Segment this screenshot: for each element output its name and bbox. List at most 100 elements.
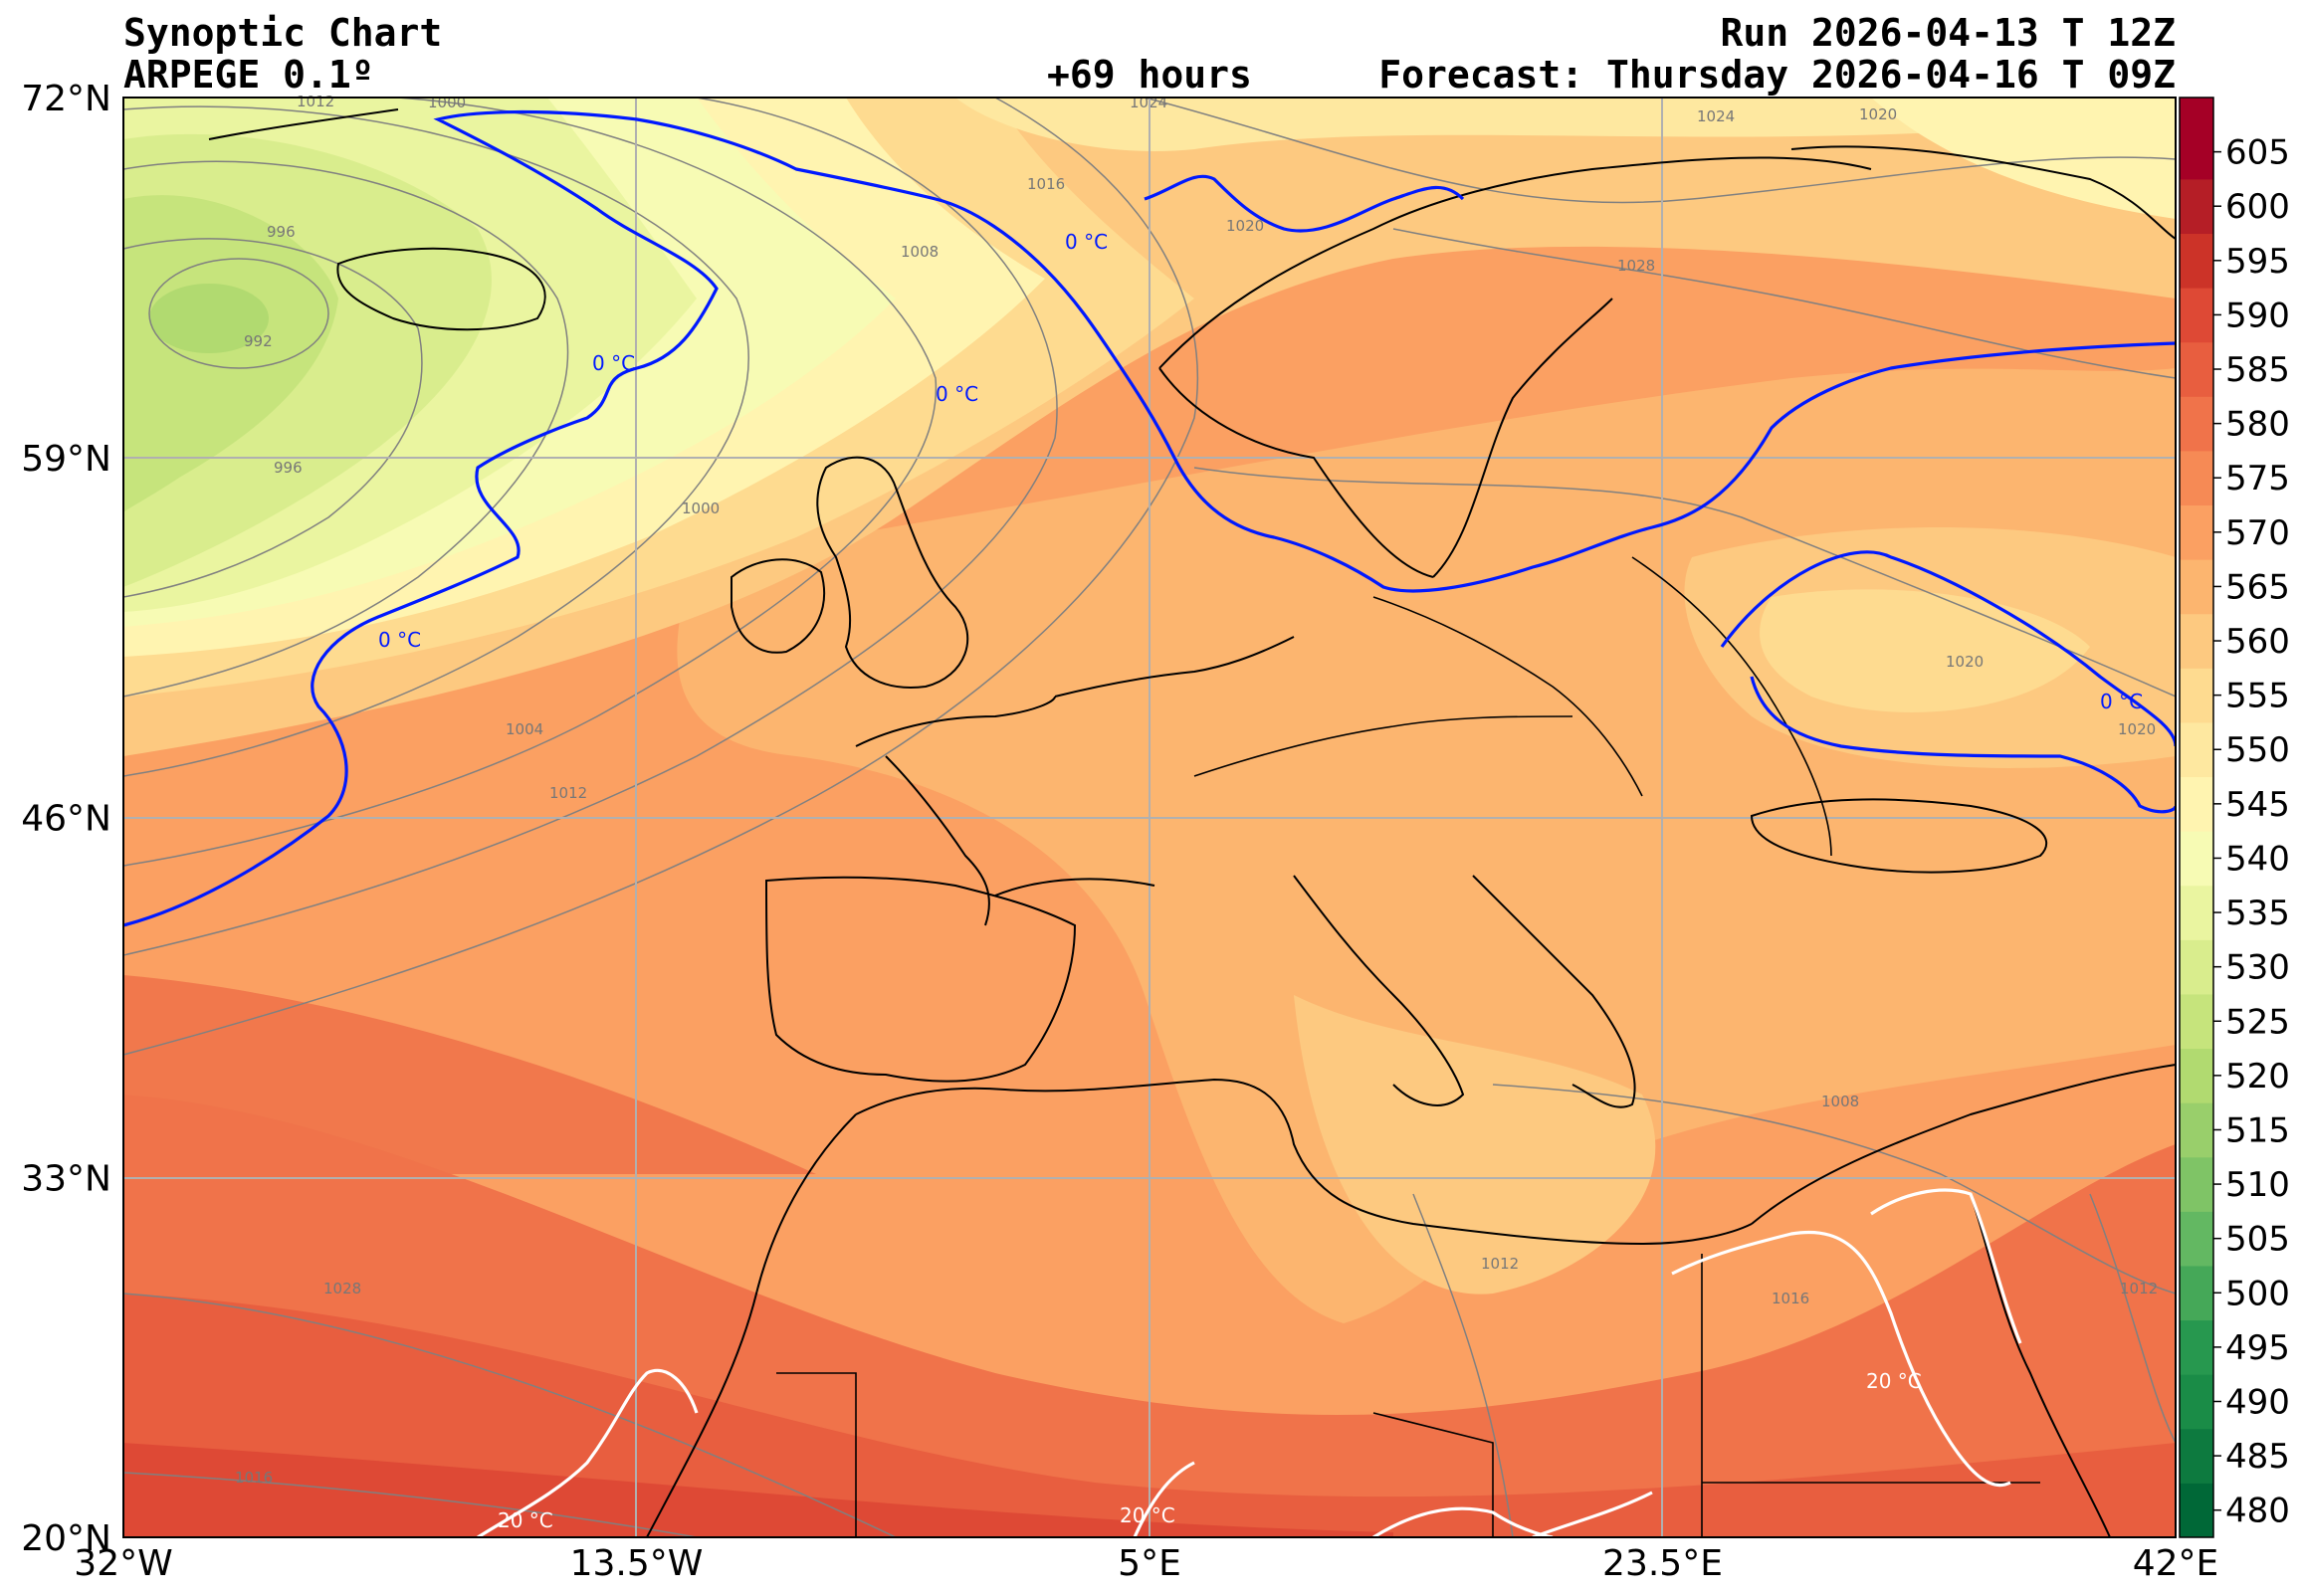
isotherm-labels: 0 °C 0 °C 0 °C 0 °C 0 °C 20 °C 20 °C 20 … <box>378 230 2143 1532</box>
colorbar-label: 530 <box>2225 948 2290 988</box>
lat-tick-label: 72°N <box>21 79 111 119</box>
isotherm-label-cold: 0 °C <box>378 628 421 652</box>
coastlines <box>208 108 2176 1537</box>
colorbar-swatch <box>2180 1319 2213 1375</box>
forecast-time: Forecast: Thursday 2026-04-16 T 09Z <box>1378 53 2176 97</box>
lon-tick-label: 23.5°E <box>1602 1543 1723 1584</box>
isotherm-label-cold: 0 °C <box>2100 690 2143 713</box>
isobar-label: 1020 <box>2118 720 2156 738</box>
colorbar-swatch <box>2180 939 2213 995</box>
colorbar-label: 550 <box>2225 730 2290 770</box>
colorbar-swatch <box>2180 288 2213 343</box>
lat-tick-label: 46°N <box>21 799 111 840</box>
colorbar-label: 580 <box>2225 405 2290 445</box>
axis-labels: 72°N 59°N 46°N 33°N 20°N32°W 13.5°W 5°E 23.5°E 4… <box>21 79 2218 1584</box>
colorbar-swatch <box>2180 504 2213 560</box>
isotherm-label-cold: 0 °C <box>592 351 635 375</box>
isobar-label: 1028 <box>323 1280 361 1297</box>
lat-tick-label: 20°N <box>21 1518 111 1559</box>
colorbar-swatch <box>2180 341 2213 397</box>
colorbar-swatch <box>2180 450 2213 506</box>
colorbar-label: 500 <box>2225 1274 2290 1313</box>
isobar-label: 992 <box>244 332 273 350</box>
colorbar-label: 595 <box>2225 242 2290 282</box>
colorbar-swatch <box>2180 1102 2213 1158</box>
colorbar-swatch <box>2180 1374 2213 1430</box>
colorbar-swatch <box>2180 233 2213 289</box>
isotherm-label-cold: 0 °C <box>1065 230 1108 254</box>
lon-tick-label: 32°W <box>74 1543 172 1584</box>
colorbar-label: 585 <box>2225 350 2290 390</box>
lon-tick-label: 13.5°W <box>570 1543 704 1584</box>
isobar-label: 1012 <box>1481 1255 1519 1273</box>
colorbar-label: 480 <box>2225 1492 2290 1531</box>
isotherm-label-cold: 0 °C <box>936 382 978 406</box>
colorbar: 480 485 490 495 500 505 510 515 520 525 530 535 540 5… <box>2179 97 2290 1538</box>
colorbar-swatch <box>2180 885 2213 940</box>
colorbar-swatch <box>2180 1428 2213 1484</box>
colorbar-label: 485 <box>2225 1437 2290 1477</box>
colorbar-label: 535 <box>2225 894 2290 933</box>
colorbar-swatch <box>2180 668 2213 723</box>
colorbar-swatch <box>2180 1048 2213 1103</box>
isotherm-zero <box>123 109 2176 927</box>
colorbar-swatch <box>2180 98 2213 180</box>
colorbar-label: 490 <box>2225 1382 2290 1422</box>
isobars <box>123 98 2176 1537</box>
lat-tick-label: 59°N <box>21 439 111 480</box>
graticule <box>123 98 2176 1537</box>
lat-tick-label: 33°N <box>21 1158 111 1199</box>
colorbar-label: 525 <box>2225 1002 2290 1042</box>
lead-time: +69 hours <box>1047 53 1252 97</box>
colorbar-label: 520 <box>2225 1057 2290 1097</box>
colorbar-swatch <box>2180 831 2213 887</box>
colorbar-swatch <box>2180 721 2213 778</box>
isobar-label: 996 <box>267 223 296 241</box>
colorbar-swatch <box>2180 1265 2213 1321</box>
isobar-label: 1024 <box>1697 107 1735 125</box>
colorbar-label: 605 <box>2225 133 2290 173</box>
colorbar-label: 570 <box>2225 513 2290 553</box>
colorbar-label: 575 <box>2225 459 2290 499</box>
colorbar-label: 565 <box>2225 567 2290 607</box>
isobar-label: 1008 <box>901 243 939 261</box>
isobar-label: 1000 <box>682 499 720 517</box>
colorbar-label: 505 <box>2225 1220 2290 1260</box>
colorbar-swatch <box>2180 1483 2213 1538</box>
isobar-label: 1000 <box>428 94 466 111</box>
colorbar-swatch <box>2180 613 2213 669</box>
colorbar-label: 590 <box>2225 296 2290 335</box>
colorbar-swatch <box>2180 178 2213 235</box>
run-time: Run 2026-04-13 T 12Z <box>1720 11 2176 55</box>
isobar-label: 1008 <box>1821 1093 1859 1110</box>
isobar-label: 996 <box>274 459 303 477</box>
colorbar-swatch <box>2180 993 2213 1050</box>
isobar-label: 1016 <box>1772 1290 1809 1307</box>
isobar-label: 1020 <box>1859 105 1897 123</box>
colorbar-label: 600 <box>2225 187 2290 227</box>
model-name: ARPEGE 0.1º <box>123 53 374 97</box>
colorbar-label: 540 <box>2225 839 2290 879</box>
plot-frame <box>122 97 2177 1538</box>
colorbar-label: 560 <box>2225 622 2290 662</box>
colorbar-swatch <box>2180 1156 2213 1212</box>
colorbar-label: 510 <box>2225 1165 2290 1205</box>
colorbar-swatch <box>2180 776 2213 832</box>
isotherm-label-warm: 20 °C <box>1120 1503 1175 1527</box>
isobar-label: 1004 <box>506 720 543 738</box>
colorbar-swatch <box>2180 396 2213 452</box>
isotherm-label-warm: 20 °C <box>498 1508 553 1532</box>
lon-tick-label: 42°E <box>2133 1543 2219 1584</box>
colorbar-label: 545 <box>2225 785 2290 825</box>
lon-tick-label: 5°E <box>1118 1543 1181 1584</box>
isobar-label: 1028 <box>1617 257 1655 275</box>
colorbar-label: 555 <box>2225 677 2290 716</box>
isobar-label: 1016 <box>235 1469 273 1487</box>
colorbar-swatch <box>2180 559 2213 615</box>
colorbar-swatch <box>2180 1211 2213 1267</box>
isotherm-twenty <box>477 1188 2022 1537</box>
isobar-label: 1020 <box>1226 217 1264 235</box>
colorbar-label: 495 <box>2225 1328 2290 1368</box>
isobar-label: 1020 <box>1946 653 1984 671</box>
